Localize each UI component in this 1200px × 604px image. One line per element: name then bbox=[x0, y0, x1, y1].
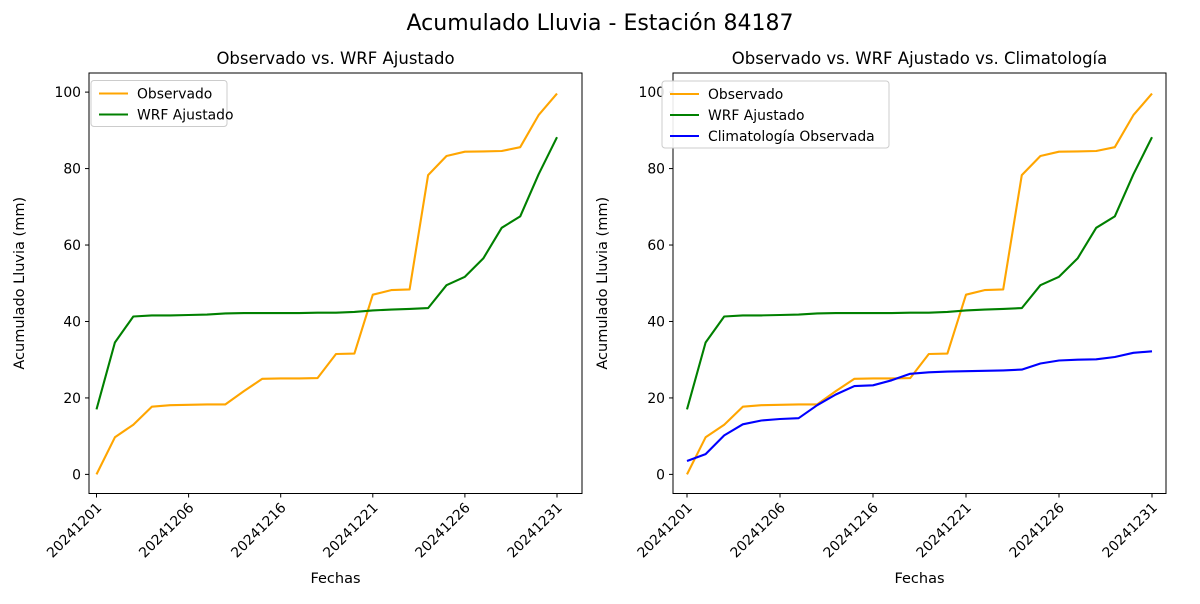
y-tick-label: 80 bbox=[63, 162, 81, 178]
x-tick-label: 20241231 bbox=[505, 500, 566, 561]
x-tick-label: 20241226 bbox=[412, 500, 473, 561]
legend-box bbox=[661, 80, 890, 149]
y-tick-label: 40 bbox=[63, 314, 81, 330]
x-tick-label: 20241216 bbox=[228, 500, 289, 561]
y-tick-label: 60 bbox=[63, 238, 81, 254]
y-tick-label: 0 bbox=[656, 467, 665, 483]
chart-observado-vs-wrf-vs-climatologia: Observado vs. WRF Ajustado vs. Climatolo… bbox=[595, 49, 1167, 587]
legend-label-observado: Observado bbox=[137, 86, 212, 102]
y-axis-label: Acumulado Lluvia (mm) bbox=[12, 197, 28, 370]
legend-label-wrf-ajustado: WRF Ajustado bbox=[137, 107, 233, 123]
chart-observado-vs-wrf: Observado vs. WRF Ajustado Acumulado Lluv… bbox=[12, 49, 583, 587]
x-tick-label: 20241201 bbox=[635, 500, 696, 561]
y-axis-label: Acumulado Lluvia (mm) bbox=[595, 197, 611, 370]
axes-frame bbox=[88, 72, 583, 494]
x-axis-label: Fechas bbox=[894, 571, 944, 587]
x-tick-label: 20241221 bbox=[914, 500, 975, 561]
y-tick-label: 80 bbox=[647, 162, 665, 178]
legend-label-observado: Observado bbox=[708, 87, 783, 103]
series-line-observado bbox=[95, 92, 558, 475]
y-tick-label: 60 bbox=[647, 238, 665, 254]
legend-label-wrf-ajustado: WRF Ajustado bbox=[708, 108, 804, 124]
y-tick-label: 40 bbox=[647, 314, 665, 330]
figure-suptitle: Acumulado Lluvia - Estación 84187 bbox=[407, 11, 794, 36]
series-line-observado bbox=[686, 92, 1153, 475]
y-tick-label: 100 bbox=[54, 85, 81, 101]
x-axis-label: Fechas bbox=[310, 571, 360, 587]
axes-title: Observado vs. WRF Ajustado bbox=[216, 49, 454, 68]
y-tick-label: 20 bbox=[63, 391, 81, 407]
axes-title: Observado vs. WRF Ajustado vs. Climatolo… bbox=[732, 49, 1108, 68]
y-tick-label: 20 bbox=[647, 391, 665, 407]
series-line-wrf-ajustado bbox=[95, 136, 558, 410]
y-tick-label: 100 bbox=[638, 85, 665, 101]
series-line-wrf-ajustado bbox=[685, 136, 1153, 410]
y-tick-label: 0 bbox=[72, 467, 81, 483]
x-tick-label: 20241226 bbox=[1007, 500, 1068, 561]
x-tick-label: 20241231 bbox=[1100, 500, 1161, 561]
x-tick-label: 20241201 bbox=[44, 500, 105, 561]
x-tick-label: 20241206 bbox=[136, 500, 197, 561]
x-tick-label: 20241206 bbox=[728, 500, 789, 561]
axes-frame bbox=[672, 72, 1167, 494]
series-line-climatología-observada bbox=[686, 350, 1153, 462]
x-tick-label: 20241216 bbox=[821, 500, 882, 561]
legend-label-climatología-observada: Climatología Observada bbox=[708, 129, 875, 145]
x-tick-label: 20241221 bbox=[320, 500, 381, 561]
